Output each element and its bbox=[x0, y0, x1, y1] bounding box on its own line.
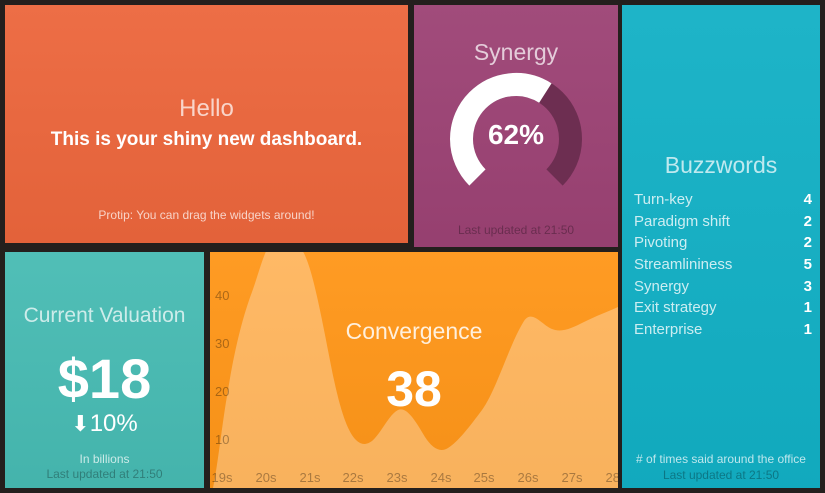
y-tick-label: 40 bbox=[215, 288, 230, 303]
buzzword-row: Exit strategy 1 bbox=[622, 297, 820, 319]
buzzword-label: Streamlininess bbox=[634, 256, 733, 274]
buzzword-count: 1 bbox=[803, 321, 812, 339]
y-tick-label: 20 bbox=[215, 384, 230, 399]
buzzword-label: Pivoting bbox=[634, 234, 688, 252]
buzzword-row: Enterprise 1 bbox=[622, 319, 820, 341]
buzzword-label: Enterprise bbox=[634, 321, 703, 339]
buzzword-count: 1 bbox=[803, 299, 812, 317]
hello-title: Hello bbox=[179, 95, 234, 122]
hello-protip: Protip: You can drag the widgets around! bbox=[98, 208, 315, 222]
buzzword-row: Streamlininess 5 bbox=[622, 254, 820, 276]
convergence-area-chart bbox=[213, 252, 618, 488]
valuation-updated-at: Last updated at 21:50 bbox=[46, 467, 163, 481]
buzzword-label: Exit strategy bbox=[634, 299, 717, 317]
valuation-title: Current Valuation bbox=[23, 304, 186, 327]
x-tick-label: 23s bbox=[386, 470, 408, 485]
buzzwords-list: Turn-key 4 Paradigm shift 2 Pivoting 2 S… bbox=[622, 189, 820, 341]
buzzword-row: Synergy 3 bbox=[622, 276, 820, 298]
x-tick-label: 27s bbox=[561, 470, 583, 485]
buzzword-count: 2 bbox=[803, 212, 812, 230]
valuation-change-percent: 10% bbox=[89, 410, 138, 437]
buzzword-count: 2 bbox=[803, 234, 812, 252]
area-series bbox=[213, 252, 618, 488]
buzzword-count: 5 bbox=[803, 256, 812, 274]
hello-message: This is your shiny new dashboard. bbox=[50, 129, 363, 150]
buzzword-label: Synergy bbox=[634, 277, 690, 295]
buzzword-label: Turn-key bbox=[634, 191, 693, 208]
widget-synergy[interactable]: Synergy 62% Last updated at 21:50 bbox=[414, 5, 618, 247]
widget-convergence[interactable]: 40 30 20 10 19s 20s 21s 22s 23s 24s 25s … bbox=[210, 252, 618, 488]
y-tick-label: 30 bbox=[215, 336, 230, 351]
arrow-down-icon: ⬇ bbox=[71, 411, 90, 436]
y-tick-label: 10 bbox=[215, 432, 230, 447]
buzzword-row: Pivoting 2 bbox=[622, 232, 820, 254]
valuation-change: ⬇10% bbox=[5, 410, 204, 438]
buzzword-label: Paradigm shift bbox=[634, 212, 730, 230]
x-tick-label: 19s bbox=[211, 470, 233, 485]
widget-buzzwords[interactable]: Buzzwords Turn-key 4 Paradigm shift 2 Pi… bbox=[622, 5, 820, 488]
x-tick-label: 24s bbox=[430, 470, 452, 485]
widget-valuation[interactable]: Current Valuation $18 ⬇10% In billions L… bbox=[5, 252, 204, 488]
buzzword-count: 3 bbox=[803, 277, 812, 295]
buzzwords-title: Buzzwords bbox=[664, 152, 778, 178]
buzzword-count: 4 bbox=[803, 191, 812, 208]
x-tick-label: 25s bbox=[473, 470, 495, 485]
buzzword-row: Turn-key 4 bbox=[622, 189, 820, 211]
x-tick-label: 26s bbox=[517, 470, 539, 485]
x-tick-label: 20s bbox=[255, 470, 277, 485]
convergence-title: Convergence bbox=[345, 318, 483, 344]
x-tick-label: 28s bbox=[605, 470, 618, 485]
buzzwords-footnote: # of times said around the office bbox=[636, 452, 806, 466]
convergence-value: 38 bbox=[386, 361, 442, 417]
x-tick-label: 21s bbox=[299, 470, 321, 485]
synergy-gauge-value: 62% bbox=[487, 119, 545, 150]
valuation-value: $18 bbox=[57, 347, 152, 410]
synergy-updated-at: Last updated at 21:50 bbox=[457, 223, 575, 237]
synergy-gauge bbox=[450, 72, 582, 186]
x-tick-label: 22s bbox=[342, 470, 364, 485]
widget-hello[interactable]: Hello This is your shiny new dashboard. … bbox=[5, 5, 408, 243]
synergy-title: Synergy bbox=[473, 39, 559, 65]
gauge-fill bbox=[450, 72, 582, 186]
buzzword-row: Paradigm shift 2 bbox=[622, 211, 820, 233]
valuation-note: In billions bbox=[79, 452, 130, 466]
buzzwords-updated-at: Last updated at 21:50 bbox=[662, 468, 780, 482]
